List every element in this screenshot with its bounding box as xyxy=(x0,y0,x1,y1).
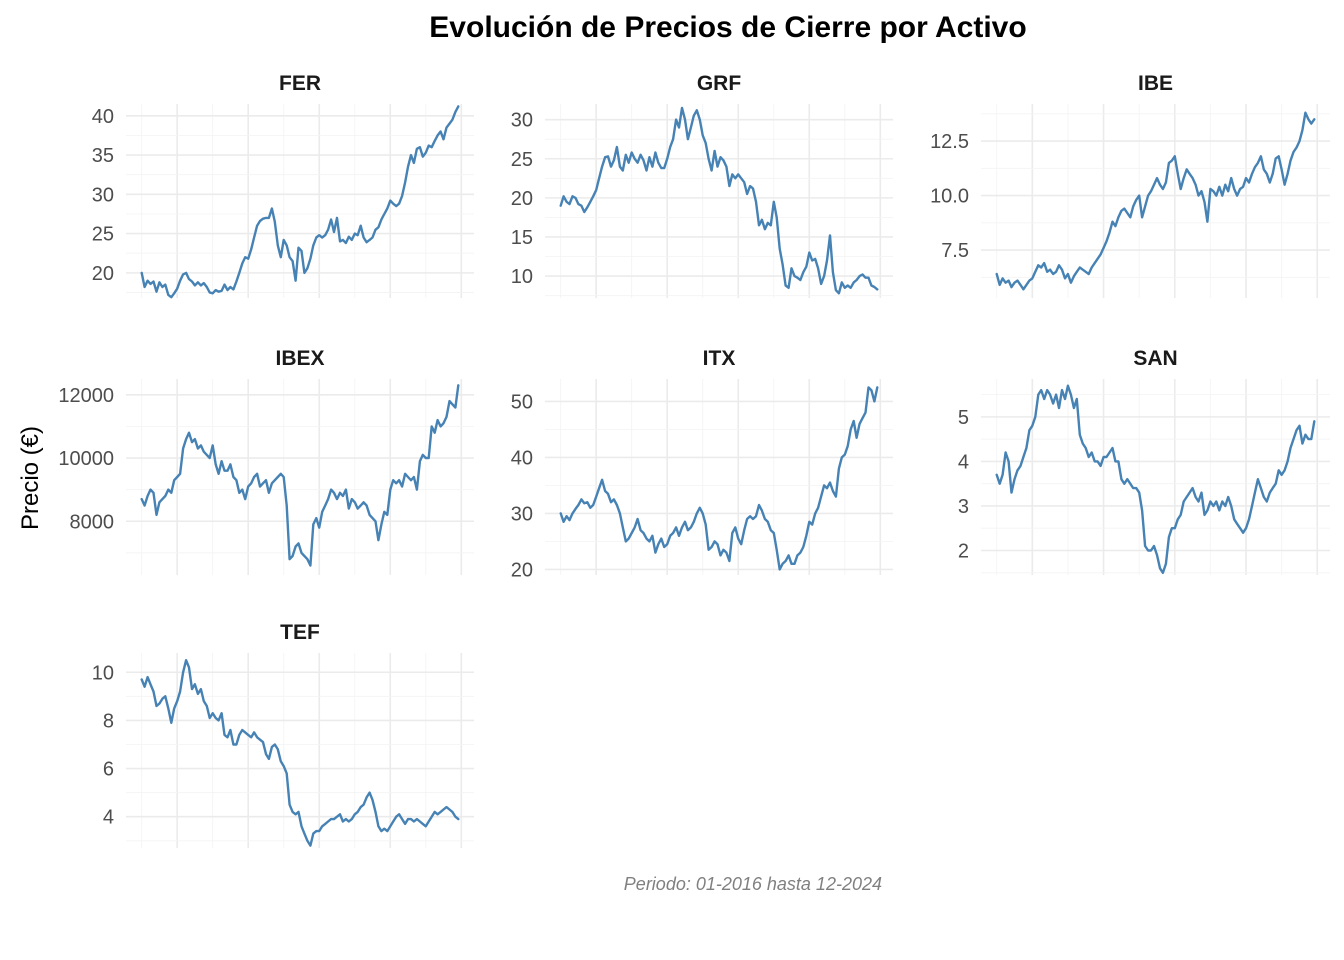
y-tick-label: 4 xyxy=(103,807,114,829)
y-tick-label: 20 xyxy=(92,263,114,285)
facet-title: FER xyxy=(279,72,321,95)
y-tick-label: 15 xyxy=(511,227,533,249)
facet-panel-fer: 20 25 30 35 40 FER xyxy=(92,72,474,299)
y-tick-label: 20 xyxy=(511,188,533,210)
y-tick-label: 40 xyxy=(92,106,114,128)
y-tick-label: 30 xyxy=(511,503,533,525)
facet-title: IBEX xyxy=(275,347,324,370)
y-tick-label: 4 xyxy=(958,451,969,473)
y-tick-label: 10 xyxy=(92,662,114,684)
y-tick-label: 2 xyxy=(958,541,969,563)
y-tick-label: 20 xyxy=(511,559,533,581)
y-tick-label: 50 xyxy=(511,391,533,413)
facet-panel-tef: 4 6 8 10 TEF xyxy=(92,621,474,848)
y-tick-label: 7.5 xyxy=(941,240,969,262)
facet-panels: 2025303540FER1015202530GRF7.510.012.5IBE… xyxy=(58,72,1330,848)
series-line-ibe xyxy=(995,111,1316,291)
y-tick-label: 8 xyxy=(103,710,114,732)
y-tick-label: 35 xyxy=(92,145,114,167)
series-line-san xyxy=(995,384,1316,574)
y-tick-label: 6 xyxy=(103,759,114,781)
y-tick-label: 8000 xyxy=(70,511,115,533)
chart-title: Evolución de Precios de Cierre por Activ… xyxy=(429,11,1026,44)
series-line-tef xyxy=(140,659,460,847)
facet-title: GRF xyxy=(697,72,742,95)
facet-panel-grf: 10 15 20 25 30 GRF xyxy=(511,72,893,298)
series-line-ibex xyxy=(140,384,460,567)
y-tick-label: 10.0 xyxy=(930,186,969,208)
y-tick-label: 10 xyxy=(511,266,533,288)
series-line-grf xyxy=(559,106,879,295)
y-tick-label: 30 xyxy=(511,110,533,132)
facet-title: IBE xyxy=(1138,72,1173,95)
facet-panel-itx: 20 30 40 50 ITX xyxy=(511,347,893,581)
y-tick-label: 30 xyxy=(92,184,114,206)
facet-panel-san: 2 3 4 5 SAN xyxy=(958,347,1330,575)
series-line-itx xyxy=(559,386,879,571)
facet-title: ITX xyxy=(703,347,736,370)
y-tick-label: 25 xyxy=(92,224,114,246)
chart-caption: Periodo: 01-2016 hasta 12-2024 xyxy=(624,874,882,894)
y-tick-label: 10000 xyxy=(58,448,114,470)
facet-panel-ibex: 8000 10000 12000 IBEX xyxy=(58,347,474,575)
facet-title: TEF xyxy=(280,621,320,644)
y-tick-label: 40 xyxy=(511,447,533,469)
y-tick-label: 12.5 xyxy=(930,131,969,153)
y-axis-label: Precio (€) xyxy=(17,426,44,530)
y-tick-label: 25 xyxy=(511,149,533,171)
y-tick-label: 12000 xyxy=(58,385,114,407)
facet-title: SAN xyxy=(1133,347,1177,370)
series-line-fer xyxy=(140,105,460,299)
y-tick-label: 5 xyxy=(958,407,969,429)
y-tick-label: 3 xyxy=(958,496,969,518)
facet-panel-ibe: 7.5 10.0 12.5 IBE xyxy=(930,72,1330,298)
